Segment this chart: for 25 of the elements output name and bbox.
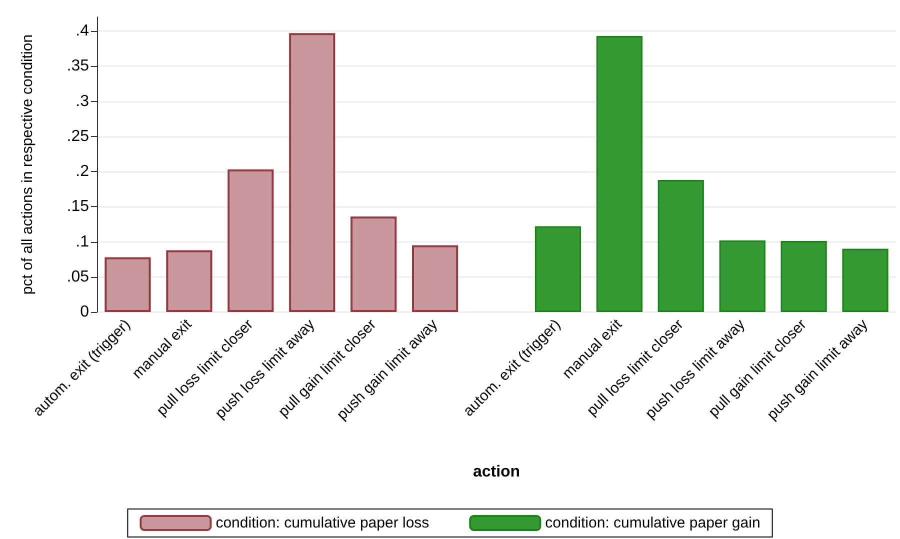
bar (166, 250, 212, 312)
y-tick-label: 0 (80, 304, 90, 320)
bar (719, 240, 766, 312)
y-tick-label: .2 (76, 163, 90, 180)
bar (842, 248, 888, 312)
bar (534, 226, 582, 312)
y-tick-label: .3 (76, 92, 90, 110)
bar (350, 216, 397, 312)
x-axis-title: action (472, 464, 520, 480)
bar (658, 180, 704, 312)
bar (104, 257, 151, 312)
bar (780, 241, 827, 312)
y-tick-label: .4 (76, 22, 90, 40)
bar (228, 169, 274, 312)
legend-label: condition: cumulative paper gain (545, 514, 760, 532)
legend-label: condition: cumulative paper loss (216, 514, 430, 532)
y-tick-label: .25 (66, 128, 90, 145)
y-tick-label: .15 (66, 198, 90, 216)
y-tick-label: .05 (66, 268, 90, 286)
y-axis-title: pct of all actions in respective condition (19, 34, 36, 295)
y-tick-label: .35 (66, 58, 90, 75)
bar (289, 33, 336, 312)
y-tick-label: .1 (76, 233, 90, 250)
bar (596, 36, 642, 312)
bar (412, 245, 458, 312)
